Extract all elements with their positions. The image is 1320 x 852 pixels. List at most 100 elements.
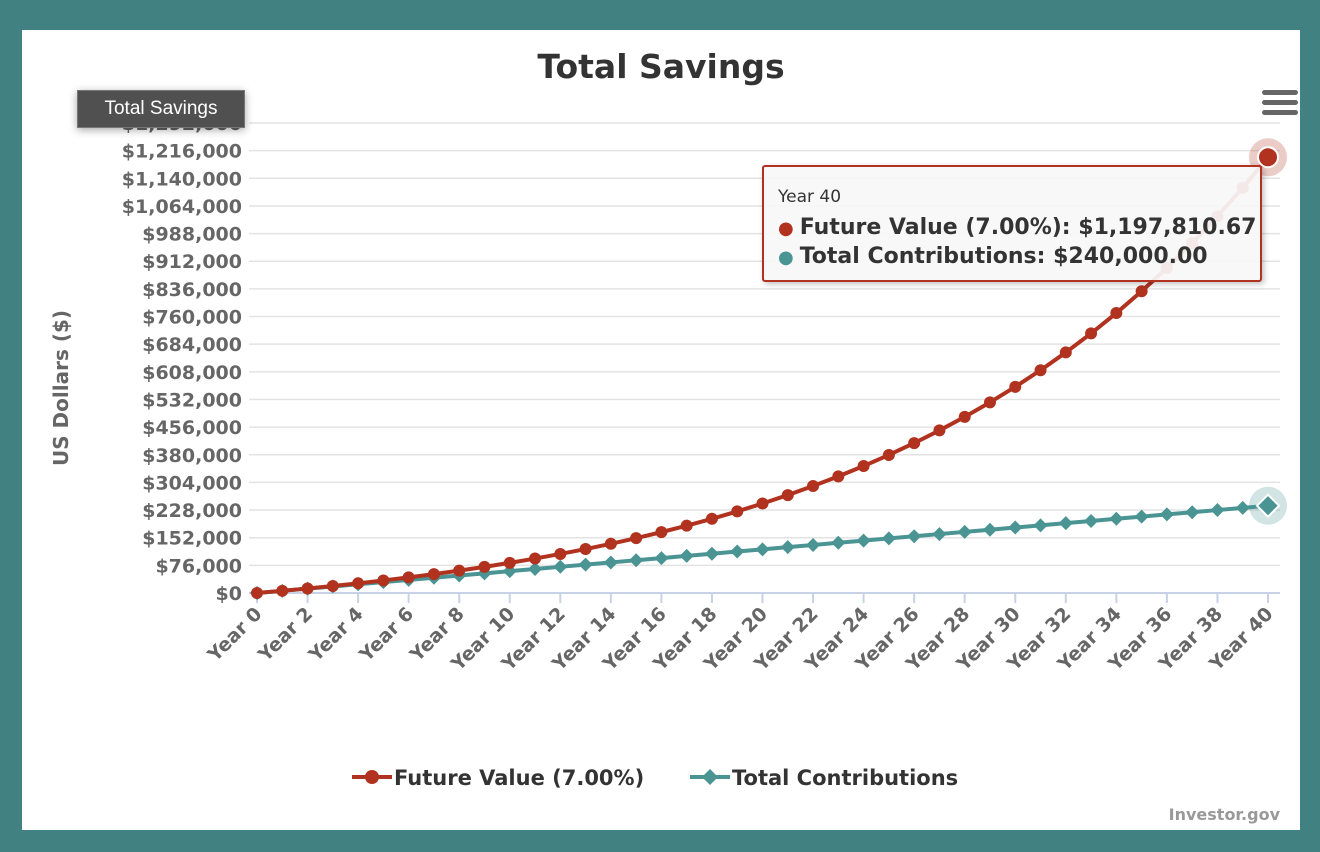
y-tick-label: $1,140,000 bbox=[122, 168, 242, 190]
data-point bbox=[654, 551, 669, 566]
data-point bbox=[251, 587, 263, 599]
data-point bbox=[731, 505, 744, 518]
data-point bbox=[1159, 507, 1174, 522]
data-point bbox=[553, 559, 568, 574]
data-point bbox=[908, 437, 921, 450]
legend-item[interactable]: Future Value (7.00%) bbox=[394, 766, 644, 790]
data-point bbox=[1257, 146, 1279, 169]
y-tick-label: $228,000 bbox=[142, 500, 242, 522]
data-point bbox=[630, 532, 643, 545]
chart-title: Total Savings bbox=[537, 47, 784, 86]
data-point bbox=[1210, 503, 1225, 518]
data-point bbox=[1034, 364, 1047, 377]
data-point bbox=[326, 579, 339, 592]
legend-item[interactable]: Total Contributions bbox=[732, 766, 958, 790]
data-point bbox=[1085, 327, 1098, 340]
data-point bbox=[655, 526, 668, 539]
y-axis-label: US Dollars ($) bbox=[49, 310, 73, 466]
data-point bbox=[680, 519, 693, 532]
tooltip-value: $240,000.00 bbox=[1053, 244, 1208, 269]
data-point bbox=[1084, 513, 1099, 528]
x-tick-label: Year 0 bbox=[203, 603, 267, 667]
y-tick-label: $988,000 bbox=[142, 224, 242, 246]
data-point bbox=[1135, 285, 1148, 298]
data-point bbox=[881, 531, 896, 546]
data-point bbox=[756, 497, 769, 510]
legend-marker bbox=[702, 769, 718, 785]
data-point bbox=[780, 540, 795, 555]
data-point bbox=[958, 410, 971, 423]
data-point bbox=[427, 568, 440, 581]
tooltip-header: Year 40 bbox=[778, 187, 842, 207]
chart-panel: Total Savings US Dollars ($) $0 $76,000 $152… bbox=[22, 30, 1300, 830]
y-tick-label: $1,216,000 bbox=[122, 141, 242, 163]
x-tick-label: Year 6 bbox=[355, 603, 419, 667]
tooltip-row-future-value: ● Future Value (7.00%): $1,197,810.67 bbox=[778, 215, 1256, 240]
data-point bbox=[529, 552, 542, 565]
data-point bbox=[982, 522, 997, 537]
y-tick-label: $76,000 bbox=[155, 555, 242, 577]
y-tick-label: $532,000 bbox=[142, 389, 242, 411]
data-point bbox=[705, 512, 718, 525]
data-point bbox=[882, 448, 895, 461]
y-tick-label: $152,000 bbox=[142, 528, 242, 550]
data-point bbox=[907, 529, 922, 544]
series-dot-icon: ● bbox=[778, 247, 794, 268]
tooltip-label: Future Value (7.00%): bbox=[799, 215, 1071, 240]
data-point bbox=[781, 489, 794, 502]
data-point bbox=[377, 574, 390, 587]
data-point bbox=[301, 582, 314, 595]
data-point bbox=[1134, 509, 1149, 524]
x-tick-label: Year 4 bbox=[304, 603, 368, 667]
y-tick-label: $456,000 bbox=[142, 417, 242, 439]
chart-svg: Total Savings US Dollars ($) $0 $76,000 $152… bbox=[49, 47, 1287, 824]
export-button[interactable]: Total Savings bbox=[77, 90, 245, 128]
credit-link[interactable]: Investor.gov bbox=[1169, 805, 1281, 824]
data-point bbox=[629, 553, 644, 568]
y-tick-label: $836,000 bbox=[142, 279, 242, 301]
y-tick-label: $912,000 bbox=[142, 251, 242, 273]
data-point bbox=[276, 584, 289, 597]
data-point bbox=[832, 470, 845, 483]
y-tick-label: $608,000 bbox=[142, 362, 242, 384]
data-point bbox=[528, 561, 543, 576]
data-point bbox=[603, 555, 618, 570]
y-tick-label: $380,000 bbox=[142, 445, 242, 467]
data-point bbox=[503, 556, 516, 569]
data-point bbox=[857, 460, 870, 473]
y-tick-label: $760,000 bbox=[142, 307, 242, 329]
data-point bbox=[1185, 505, 1200, 520]
data-point bbox=[933, 424, 946, 437]
data-point bbox=[806, 537, 821, 552]
data-point bbox=[831, 535, 846, 550]
data-point bbox=[932, 527, 947, 542]
data-point bbox=[856, 533, 871, 548]
y-tick-label: $1,064,000 bbox=[122, 196, 242, 218]
data-point bbox=[1109, 511, 1124, 526]
tooltip-value: $1,197,810.67 bbox=[1078, 215, 1257, 240]
y-tick-label: $0 bbox=[216, 583, 242, 605]
y-tick-label: $304,000 bbox=[142, 472, 242, 494]
data-point bbox=[578, 557, 593, 572]
data-point bbox=[807, 480, 820, 493]
data-point bbox=[983, 396, 996, 409]
data-point bbox=[478, 560, 491, 573]
data-point bbox=[1255, 493, 1281, 519]
data-point bbox=[604, 537, 617, 550]
data-point bbox=[755, 542, 770, 557]
hamburger-menu-icon[interactable] bbox=[1262, 90, 1298, 118]
data-point bbox=[730, 544, 745, 559]
x-tick-label: Year 2 bbox=[253, 603, 317, 667]
data-point bbox=[704, 546, 719, 561]
data-point bbox=[453, 564, 466, 577]
tooltip: Year 40 ● Future Value (7.00%): $1,197,81… bbox=[762, 165, 1262, 282]
data-point bbox=[1235, 500, 1250, 515]
data-point bbox=[1110, 307, 1123, 320]
data-point bbox=[957, 524, 972, 539]
data-point bbox=[402, 571, 415, 584]
tooltip-row-contributions: ● Total Contributions: $240,000.00 bbox=[778, 244, 1208, 269]
data-point bbox=[579, 543, 592, 556]
data-point bbox=[352, 577, 365, 590]
data-point bbox=[1059, 346, 1072, 359]
data-point bbox=[1033, 518, 1048, 533]
